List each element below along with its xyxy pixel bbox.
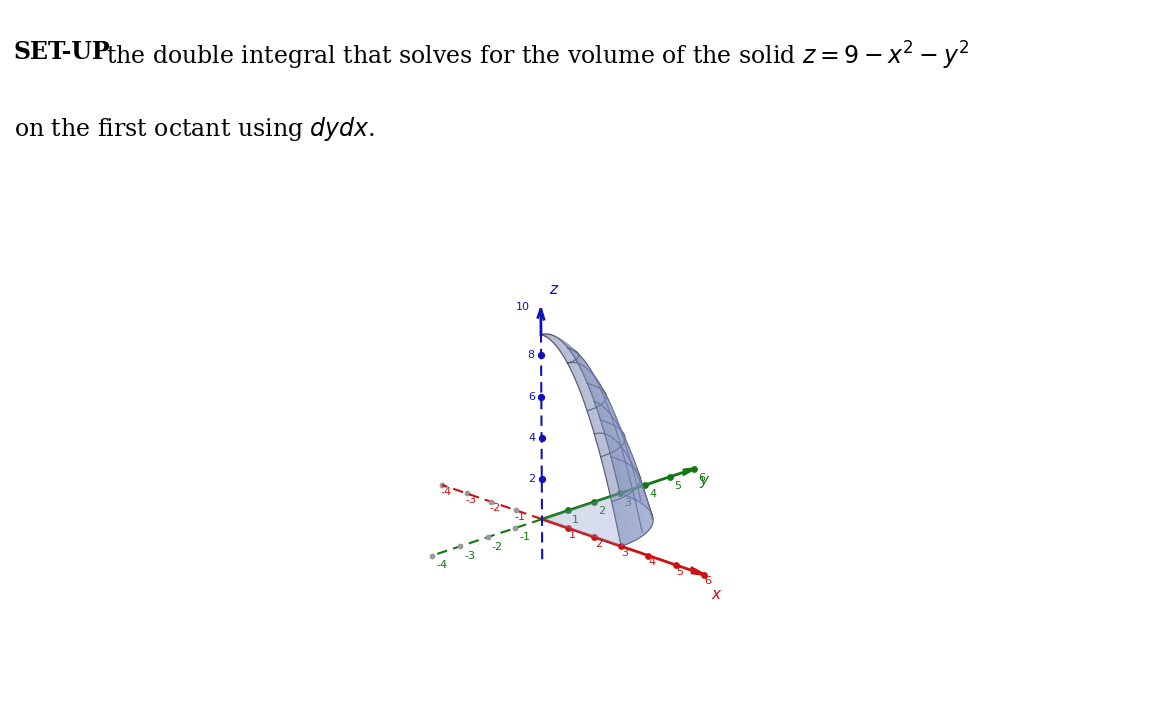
- Text: the double integral that solves for the volume of the solid $z = 9 - x^2 - y^2$: the double integral that solves for the …: [106, 40, 969, 72]
- Text: on the first octant using $\it{dydx}$.: on the first octant using $\it{dydx}$.: [14, 115, 375, 143]
- Text: SET-UP: SET-UP: [14, 40, 110, 64]
